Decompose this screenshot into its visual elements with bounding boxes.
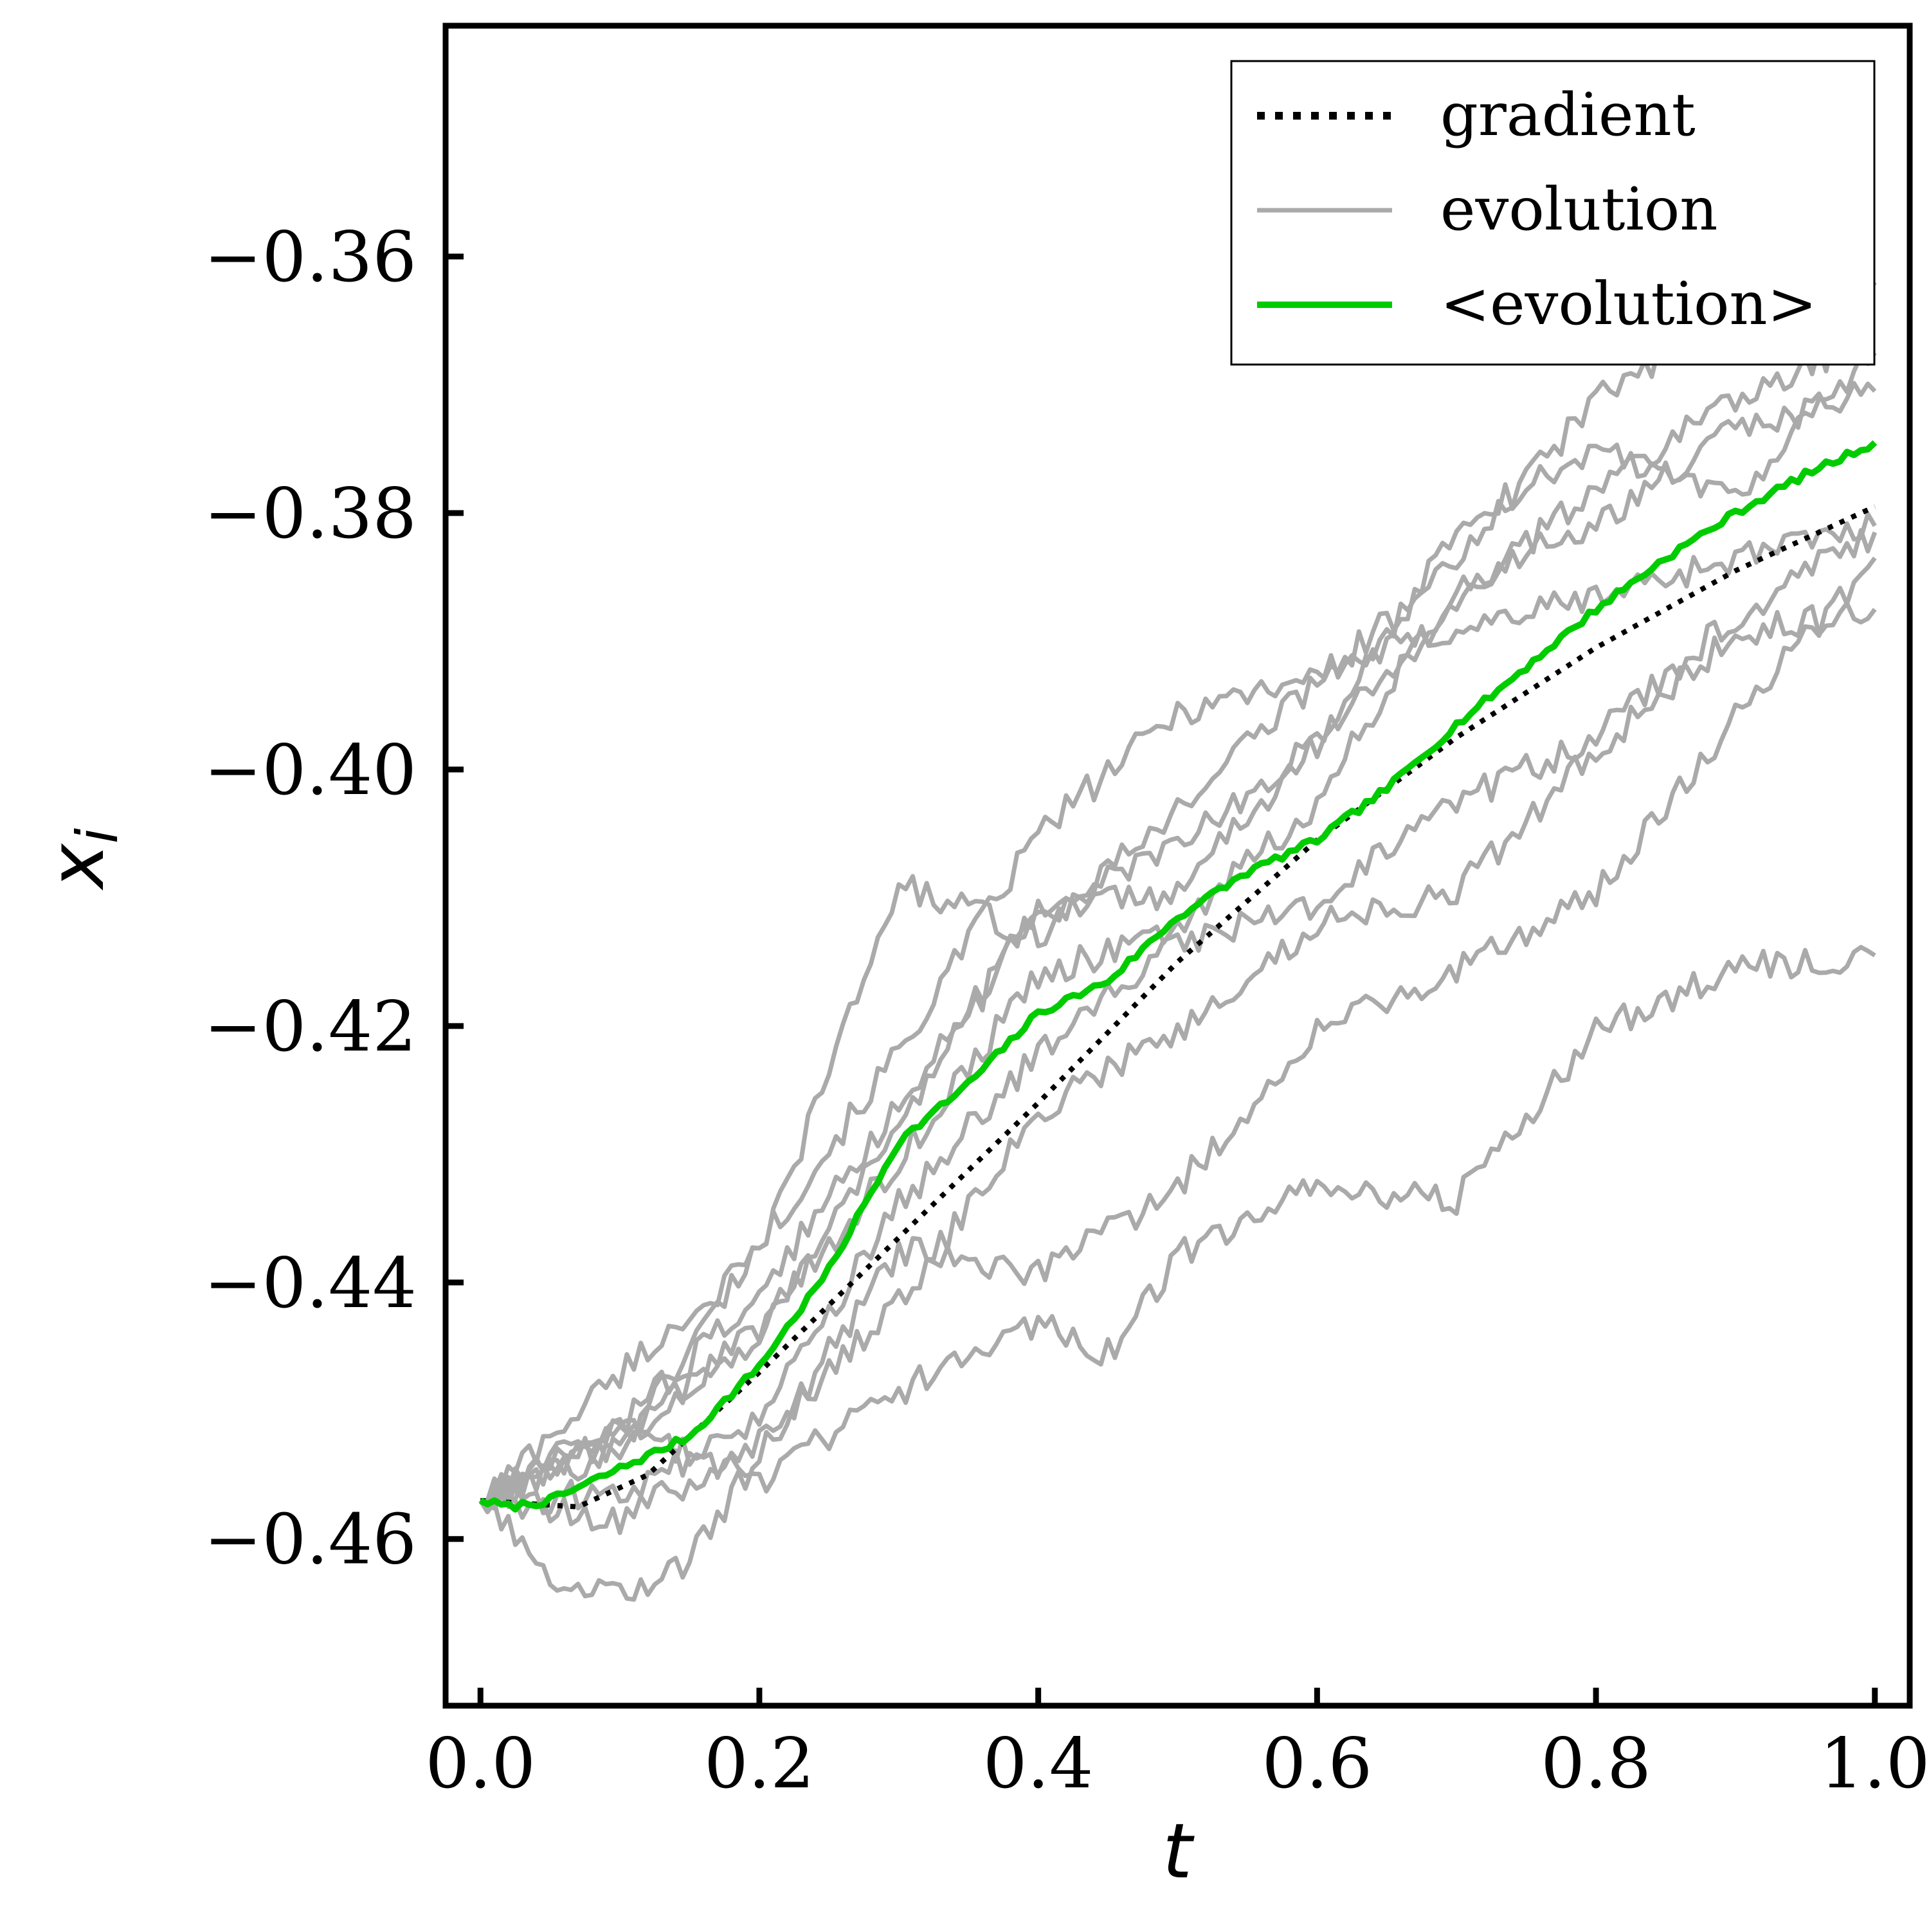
y-axis-label: xi <box>32 827 131 891</box>
plot-frame <box>442 23 1913 1709</box>
y-tick-label: −0.38 <box>204 474 417 554</box>
x-tick-label: 0.4 <box>983 1724 1094 1804</box>
y-tick-label: −0.40 <box>204 730 417 811</box>
legend-label-1: gradient <box>1440 80 1696 149</box>
legend-box <box>1230 60 1876 366</box>
y-axis-label-subscript: i <box>64 827 131 844</box>
legend-label-3: <evolution> <box>1440 269 1817 338</box>
evolution-line-8 <box>478 556 1877 1602</box>
evolution-line-3 <box>479 351 1877 1508</box>
x-tick-label: 0.2 <box>704 1724 815 1804</box>
y-tick-label: −0.46 <box>204 1500 417 1580</box>
x-axis-label: t <box>1163 1807 1195 1895</box>
legend-label-2: evolution <box>1440 175 1718 244</box>
evolution-line-4 <box>480 331 1876 1505</box>
y-tick-label: −0.44 <box>204 1243 417 1324</box>
evolution-line-1 <box>479 512 1877 1508</box>
y-tick-label: −0.36 <box>204 217 417 298</box>
legend: gradient evolution <evolution> <box>1230 60 1876 366</box>
evolution-line-5 <box>480 381 1877 1505</box>
ticks-layer: 0.0 0.2 0.4 0.6 0.8 1.0 −0.46 −0.44 −0.42 −0.40 −0… <box>204 217 1929 1804</box>
evolution-line-6 <box>479 528 1878 1515</box>
mean-evolution-line <box>478 440 1878 1513</box>
x-tick-label: 1.0 <box>1820 1724 1929 1804</box>
gradient-line <box>480 504 1876 1510</box>
series-layer <box>478 273 1878 1602</box>
evolution-line-7 <box>479 600 1877 1535</box>
axis-labels: t xi <box>32 827 1195 1895</box>
x-tick-label: 0.6 <box>1262 1724 1372 1804</box>
x-tick-label: 0.8 <box>1541 1724 1651 1804</box>
evolution-line-2 <box>480 273 1877 1503</box>
y-tick-label: −0.42 <box>204 987 417 1067</box>
evolution-line-9 <box>480 944 1876 1503</box>
x-tick-label: 0.0 <box>425 1724 536 1804</box>
y-axis-label-base: x <box>32 843 121 891</box>
